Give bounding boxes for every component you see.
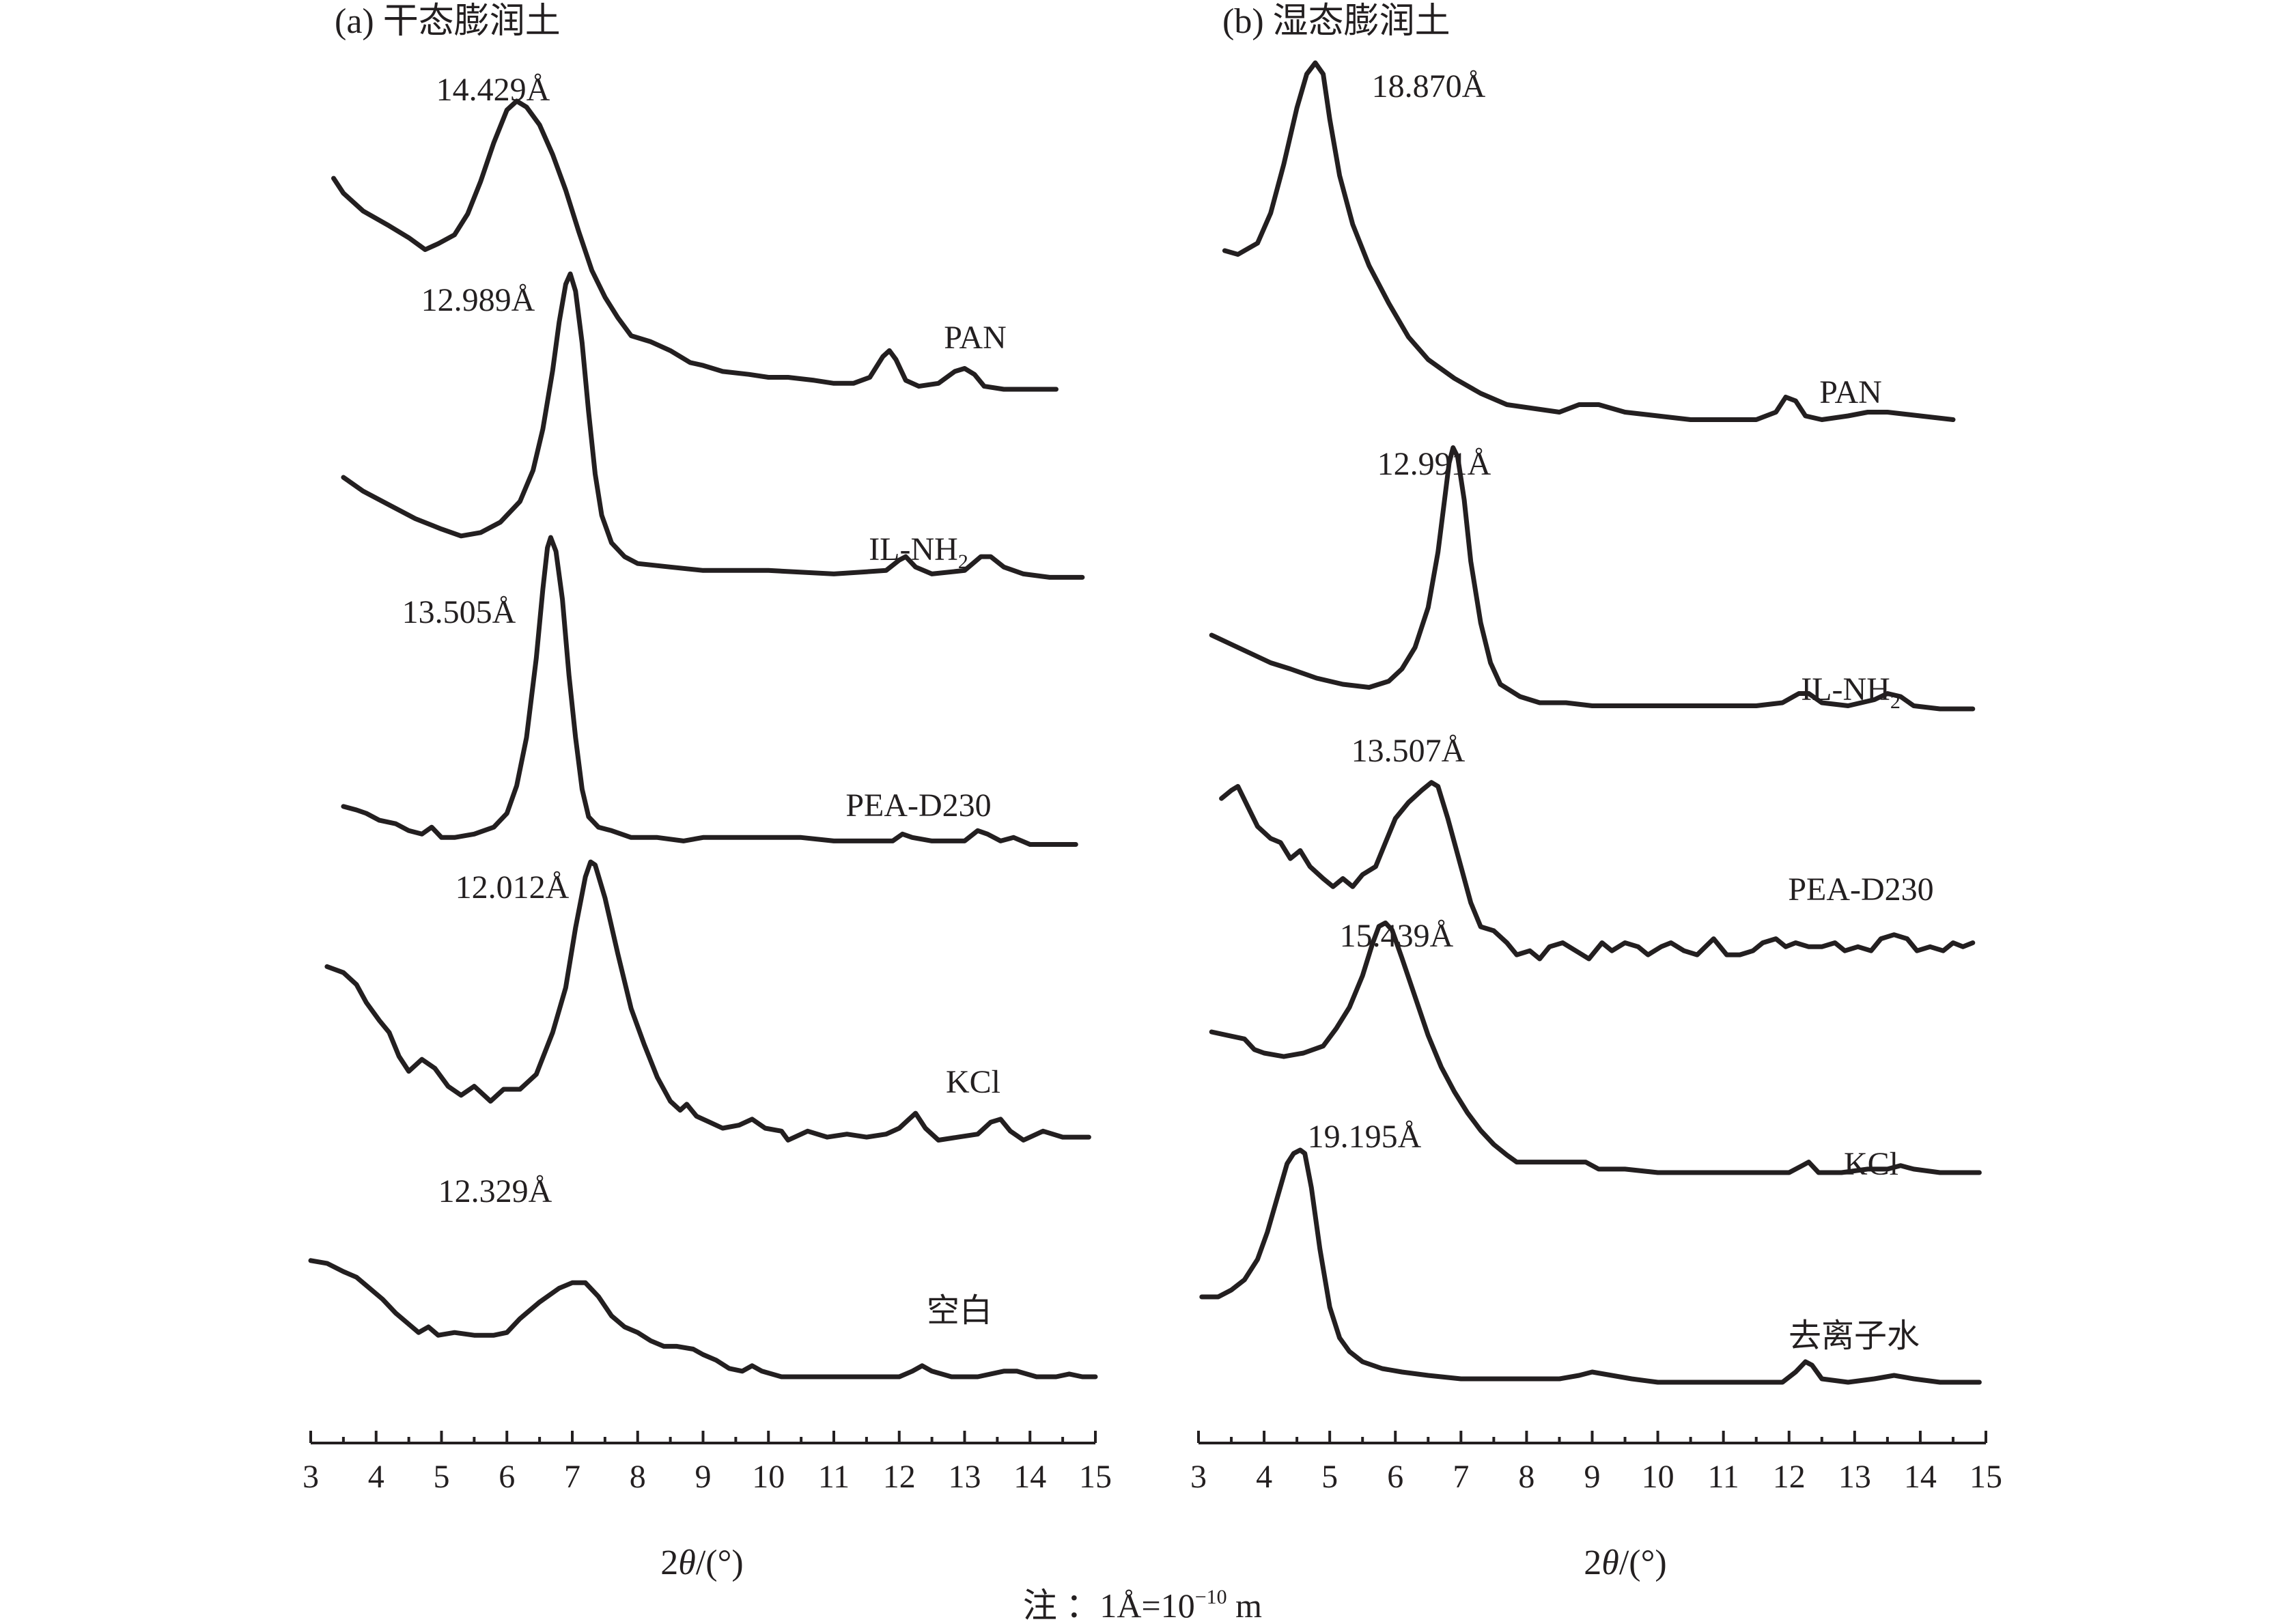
x-tick-label: 11 — [818, 1459, 850, 1495]
x-tick-label: 7 — [1453, 1459, 1469, 1495]
trace-5 — [308, 1258, 1098, 1380]
peak-label: 14.429Å — [436, 72, 550, 108]
series-label: KCl — [946, 1064, 1000, 1100]
series-label: IL-NH2 — [869, 531, 968, 573]
peak-label: 18.870Å — [1372, 68, 1486, 104]
panel-a-title: (a) 干态膨润土 — [335, 2, 561, 41]
x-tick-label: 5 — [1321, 1459, 1338, 1495]
peak-label: 13.507Å — [1351, 733, 1466, 769]
x-tick-label: 4 — [1256, 1459, 1272, 1495]
peak-label: 12.012Å — [455, 869, 570, 906]
trace-3 — [341, 535, 1078, 847]
x-tick-label: 4 — [368, 1459, 384, 1495]
panel-a-annotations: 14.429Å PAN 12.989Å IL-NH2 13.505Å PEA-D230 12… — [402, 72, 1007, 1329]
x-tick-label: 3 — [1190, 1459, 1207, 1495]
panel-a-x-axis: 3 4 5 6 7 8 9 10 11 12 13 14 15 — [303, 1431, 1112, 1495]
peak-label: 19.195Å — [1308, 1119, 1422, 1155]
trace-2 — [1209, 445, 1976, 712]
x-tick-label: 7 — [564, 1459, 580, 1495]
x-tick-label: 13 — [949, 1459, 981, 1495]
peak-label: 12.989Å — [421, 282, 535, 318]
x-tick-label: 11 — [1708, 1459, 1739, 1495]
x-tick-label: 14 — [1904, 1459, 1937, 1495]
x-tick-label: 9 — [695, 1459, 712, 1495]
series-label: PAN — [1819, 374, 1882, 410]
panel-a-xlabel: 2θ/(°) — [660, 1543, 743, 1582]
panel-b-annotations: 18.870Å PAN 12.991Å IL-NH2 13.507Å PEA-D230 15… — [1308, 68, 1934, 1354]
x-tick-label: 14 — [1013, 1459, 1046, 1495]
x-tick-label: 6 — [499, 1459, 515, 1495]
panel-b-xlabel: 2θ/(°) — [1584, 1543, 1666, 1582]
x-tick-label: 10 — [752, 1459, 785, 1495]
x-tick-label: 3 — [303, 1459, 319, 1495]
series-label: 空白 — [927, 1293, 992, 1329]
panel-b-traces — [1199, 60, 1982, 1385]
series-label: IL-NH2 — [1801, 671, 1901, 713]
panel-b-title: (b) 湿态膨润土 — [1222, 2, 1450, 41]
trace-1 — [1222, 60, 1956, 422]
x-tick-label: 10 — [1642, 1459, 1674, 1495]
trace-5 — [1199, 1147, 1982, 1385]
panel-b-x-axis: 3 4 5 6 7 8 9 10 11 12 13 14 15 — [1190, 1431, 2002, 1495]
x-tick-label: 15 — [1079, 1459, 1112, 1495]
x-tick-label: 12 — [883, 1459, 916, 1495]
x-tick-label: 6 — [1387, 1459, 1403, 1495]
peak-label: 12.991Å — [1377, 446, 1491, 482]
footnote: 注 ：1Å=10−10 m — [1023, 1586, 1262, 1624]
x-tick-label: 9 — [1584, 1459, 1601, 1495]
series-label: PEA-D230 — [1788, 871, 1933, 908]
x-tick-label: 8 — [630, 1459, 646, 1495]
series-label: 去离子水 — [1789, 1318, 1920, 1354]
series-label: PEA-D230 — [845, 787, 991, 824]
panel-a-traces — [308, 98, 1098, 1380]
trace-4 — [324, 859, 1091, 1143]
x-tick-label: 13 — [1838, 1459, 1871, 1495]
panel-a: (a) 干态膨润土 14.429Å PAN 12.989Å IL-NH2 13.505Å… — [303, 2, 1112, 1582]
panel-b: (b) 湿态膨润土 18.870Å PAN 12.991Å IL-NH2 13.507Å… — [1190, 2, 2002, 1582]
x-tick-label: 15 — [1969, 1459, 2002, 1495]
peak-label: 12.329Å — [438, 1173, 552, 1209]
trace-4 — [1209, 920, 1982, 1175]
x-tick-label: 12 — [1773, 1459, 1806, 1495]
trace-1 — [331, 98, 1059, 392]
peak-label: 13.505Å — [402, 594, 516, 630]
series-label: PAN — [944, 320, 1007, 356]
trace-2 — [341, 271, 1085, 580]
trace-3 — [1219, 780, 1976, 962]
x-tick-label: 5 — [434, 1459, 450, 1495]
peak-label: 15.439Å — [1340, 918, 1454, 954]
x-tick-label: 8 — [1518, 1459, 1534, 1495]
series-label: KCl — [1844, 1146, 1898, 1182]
